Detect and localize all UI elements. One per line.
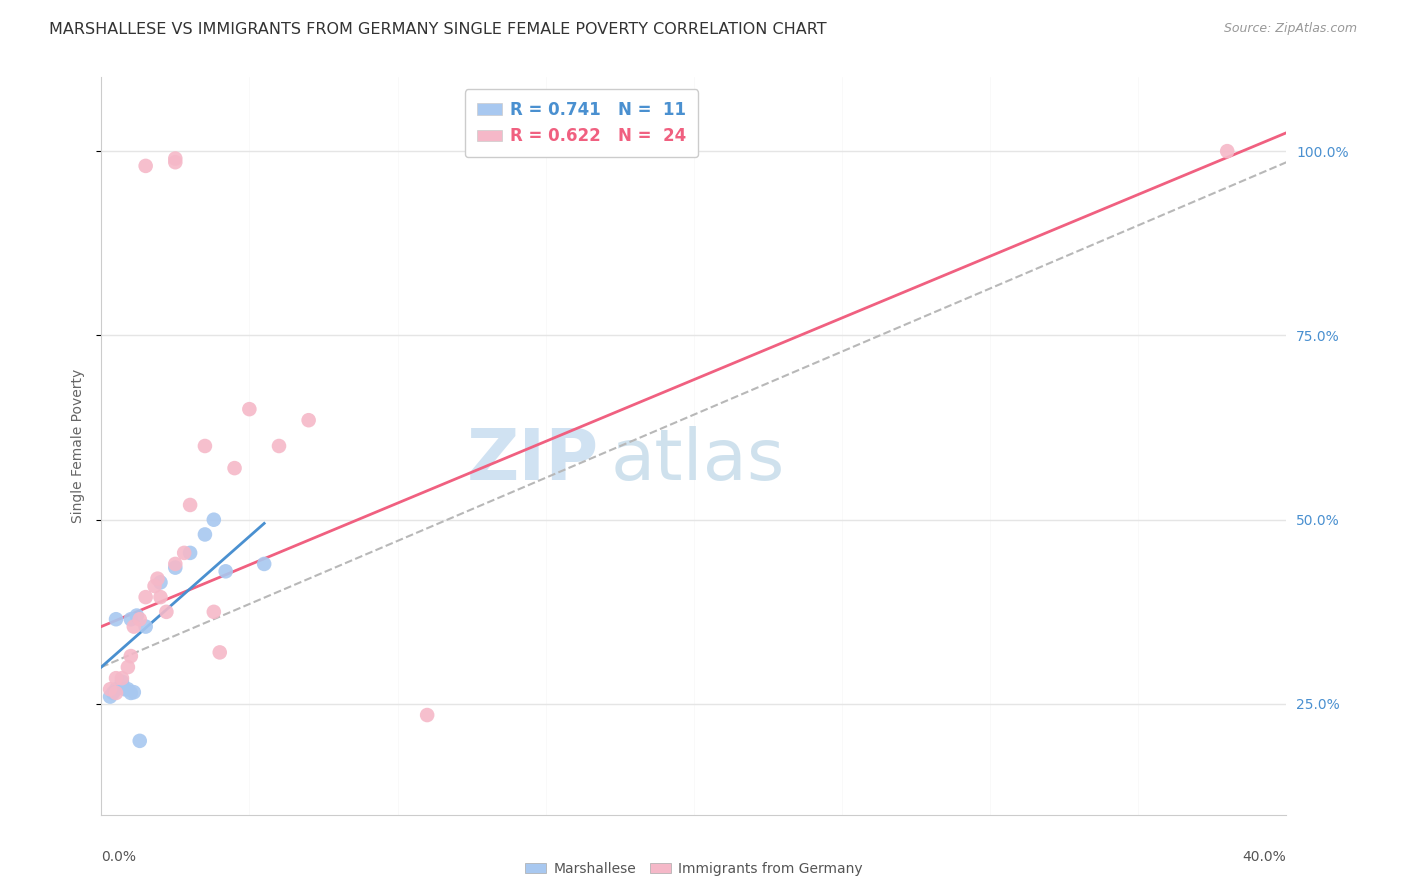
Point	[135, 619, 157, 633]
Point	[202, 513, 225, 527]
Legend: Marshallese, Immigrants from Germany: Marshallese, Immigrants from Germany	[520, 856, 868, 881]
Point	[128, 734, 150, 748]
Point	[224, 461, 246, 475]
Point	[149, 575, 172, 590]
Text: Source: ZipAtlas.com: Source: ZipAtlas.com	[1223, 22, 1357, 36]
Text: atlas: atlas	[610, 426, 785, 495]
Point	[120, 649, 142, 664]
Point	[165, 557, 187, 571]
Point	[416, 708, 439, 723]
Point	[194, 439, 217, 453]
Point	[105, 682, 128, 697]
Point	[146, 572, 169, 586]
Point	[179, 546, 201, 560]
Point	[122, 619, 145, 633]
Point	[173, 546, 195, 560]
Text: MARSHALLESE VS IMMIGRANTS FROM GERMANY SINGLE FEMALE POVERTY CORRELATION CHART: MARSHALLESE VS IMMIGRANTS FROM GERMANY S…	[49, 22, 827, 37]
Point	[155, 605, 177, 619]
Point	[120, 686, 142, 700]
Point	[101, 686, 124, 700]
Point	[122, 685, 145, 699]
Point	[135, 159, 157, 173]
Point	[143, 579, 166, 593]
Point	[253, 557, 276, 571]
Point	[111, 671, 134, 685]
Point	[215, 564, 238, 578]
Point	[114, 682, 136, 697]
Point	[128, 612, 150, 626]
Point	[117, 682, 139, 697]
Point	[179, 498, 201, 512]
Text: ZIP: ZIP	[467, 426, 599, 495]
Point	[208, 645, 231, 659]
Y-axis label: Single Female Poverty: Single Female Poverty	[72, 369, 86, 523]
Point	[238, 402, 260, 417]
Point	[202, 605, 225, 619]
Point	[1216, 144, 1239, 158]
Point	[194, 527, 217, 541]
Point	[105, 612, 128, 626]
Text: 0.0%: 0.0%	[101, 850, 136, 864]
Text: 40.0%: 40.0%	[1243, 850, 1286, 864]
Point	[165, 155, 187, 169]
Point	[111, 674, 134, 689]
Point	[125, 608, 148, 623]
Point	[165, 560, 187, 574]
Point	[165, 152, 187, 166]
Point	[98, 682, 121, 697]
Point	[105, 671, 128, 685]
Point	[120, 612, 142, 626]
Point	[149, 590, 172, 604]
Point	[135, 590, 157, 604]
Point	[117, 660, 139, 674]
Point	[98, 690, 121, 704]
Point	[298, 413, 321, 427]
Point	[267, 439, 290, 453]
Point	[105, 686, 128, 700]
